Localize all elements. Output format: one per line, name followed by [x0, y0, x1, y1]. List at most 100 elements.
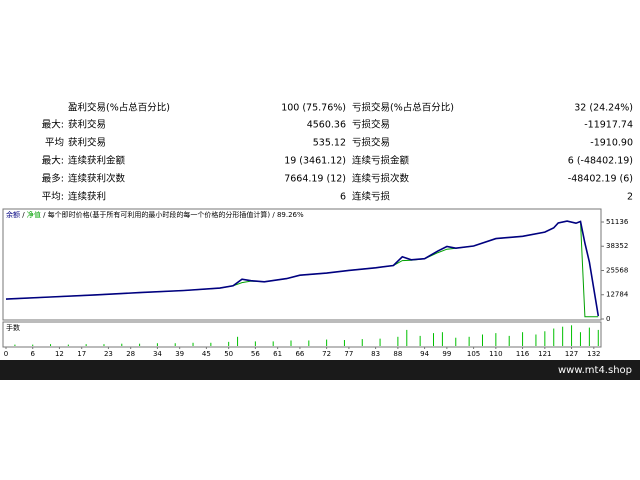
legend-entry: 净值 [27, 210, 41, 219]
lot-bar [361, 339, 363, 346]
lot-bar [419, 335, 421, 346]
x-tick-label: 99 [442, 350, 451, 358]
separator: / [22, 211, 25, 219]
x-tick-label: 56 [251, 350, 260, 358]
loss-value: 2 [627, 192, 633, 203]
win-value: 7664.19 (12) [284, 174, 346, 185]
row-label: 平均: [42, 191, 64, 203]
lot-bar [272, 341, 274, 346]
row-label: 最大: [42, 119, 64, 131]
lot-bar [14, 344, 16, 346]
lot-bar [308, 340, 310, 346]
lot-bar [379, 338, 381, 346]
x-tick-label: 72 [322, 350, 331, 358]
x-tick-label: 116 [516, 350, 530, 358]
lot-bar [254, 341, 256, 346]
lot-bar [468, 336, 470, 346]
lot-bar [495, 333, 497, 346]
lot-bar [433, 333, 435, 346]
lot-bar [544, 331, 546, 346]
x-tick-label: 23 [104, 350, 113, 358]
loss-value: -1910.90 [590, 138, 633, 149]
x-tick-label: 121 [538, 350, 551, 358]
x-tick-label: 132 [587, 350, 600, 358]
lot-bar [103, 344, 105, 346]
separator: / [43, 211, 46, 219]
lot-bar [571, 325, 573, 346]
win-value: 19 (3461.12) [284, 156, 346, 167]
y-tick-label: 12784 [606, 291, 629, 299]
lot-bar [553, 328, 555, 346]
lot-bar [588, 327, 590, 346]
legend-entry: 余额 [6, 210, 20, 219]
lot-bar [67, 344, 69, 346]
lot-bar [50, 344, 52, 346]
x-tick-label: 77 [344, 350, 353, 358]
series-line [5, 220, 600, 317]
lot-bar [326, 339, 328, 346]
x-tick-label: 6 [30, 350, 35, 358]
win-value: 6 [340, 192, 346, 203]
loss-name: 亏损交易 [352, 119, 390, 131]
lot-bar [597, 329, 599, 346]
lot-bar [455, 337, 457, 346]
lot-bar [579, 332, 581, 346]
lot-bar [508, 335, 510, 346]
lot-bar [228, 341, 230, 346]
lot-bar [441, 332, 443, 346]
chart-header: 余额 / 净值 / 每个即时价格(基于所有可利用的最小时段的每一个价格的分形插值… [6, 210, 304, 219]
y-tick-label: 51136 [606, 218, 629, 226]
y-tick-label: 25568 [606, 266, 628, 274]
x-tick-label: 105 [467, 350, 480, 358]
row-label: 最多: [42, 173, 64, 185]
win-name: 连续获利 [68, 191, 106, 203]
lot-bar [397, 336, 399, 346]
x-tick-label: 61 [273, 350, 282, 358]
separator: / [272, 211, 275, 219]
loss-name: 亏损交易 [352, 137, 390, 149]
lot-bar [535, 334, 537, 346]
lot-bar [192, 342, 194, 346]
lot-bar [406, 329, 408, 346]
win-name: 获利交易 [68, 119, 106, 131]
win-value: 535.12 [313, 138, 346, 149]
loss-value: -11917.74 [584, 120, 633, 131]
lot-bar [522, 332, 524, 346]
lot-bar [139, 343, 141, 346]
x-tick-label: 88 [393, 350, 402, 358]
lot-bar [562, 326, 564, 346]
lot-bar [85, 344, 87, 346]
subtitle: 每个即时价格(基于所有可利用的最小时段的每一个价格的分形插值计算) [48, 210, 271, 219]
win-name: 连续获利金额 [68, 155, 126, 167]
win-name: 盈利交易(%占总百分比) [68, 102, 170, 114]
loss-name: 亏损交易(%占总百分比) [352, 102, 454, 114]
loss-value: -48402.19 (6) [568, 174, 633, 185]
x-tick-label: 0 [4, 350, 8, 358]
x-tick-label: 34 [153, 350, 162, 358]
win-name: 连续获利次数 [68, 173, 126, 185]
lots-title: 手数 [6, 323, 20, 332]
row-label: 平均 [45, 137, 64, 149]
loss-value: 6 (-48402.19) [568, 156, 633, 167]
x-tick-label: 66 [295, 350, 304, 358]
lot-bar [174, 343, 176, 346]
x-tick-label: 50 [224, 350, 233, 358]
y-tick-label: 38352 [606, 242, 628, 250]
x-tick-label: 94 [420, 350, 429, 358]
x-tick-label: 45 [202, 350, 211, 358]
loss-name: 连续亏损次数 [352, 173, 410, 185]
loss-name: 连续亏损金额 [352, 155, 410, 167]
lot-bar [156, 343, 158, 346]
win-value: 4560.36 [307, 120, 346, 131]
lot-bar [121, 343, 123, 346]
x-tick-label: 39 [175, 350, 184, 358]
lot-bar [343, 340, 345, 346]
modeling-quality: 89.26% [277, 211, 304, 219]
lot-bar [481, 334, 483, 346]
lot-bar [290, 340, 292, 346]
y-tick-label: 0 [606, 315, 610, 323]
x-tick-label: 127 [565, 350, 578, 358]
win-name: 获利交易 [68, 137, 106, 149]
